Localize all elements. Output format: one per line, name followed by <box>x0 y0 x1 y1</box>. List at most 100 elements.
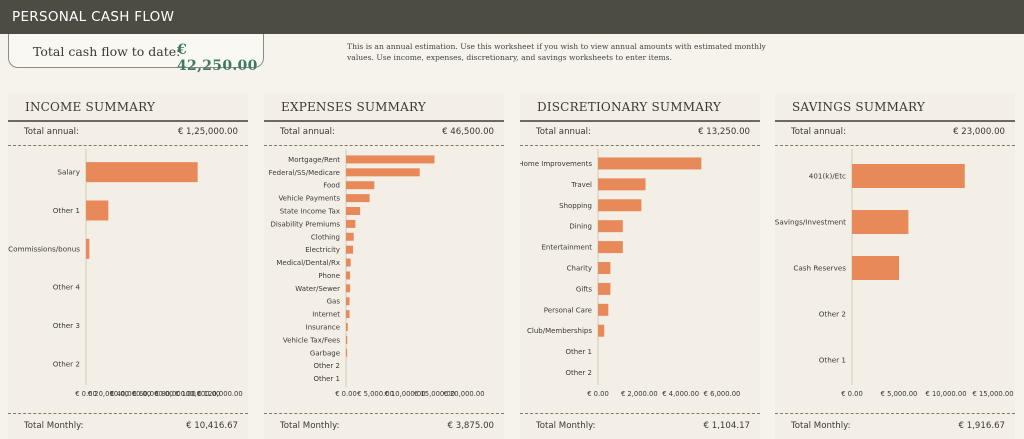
tick-label: € 15,000.00 <box>414 390 455 398</box>
category-label: Electricity <box>305 246 340 254</box>
bar <box>346 323 348 331</box>
bar <box>346 181 375 190</box>
bar <box>598 262 611 274</box>
tick-label: € 4,000.00 <box>662 390 699 398</box>
annual-label: Total annual: <box>280 127 335 137</box>
category-label: Other 1 <box>53 206 80 215</box>
bar <box>598 199 642 212</box>
divider <box>264 120 504 122</box>
category-label: Vehicle Payments <box>278 195 340 203</box>
tick-label: € 5,000.00 <box>357 390 394 398</box>
category-label: Other 2 <box>819 310 846 319</box>
category-label: Other 4 <box>53 283 81 292</box>
bar <box>852 164 965 188</box>
savings-summary-panel: SAVINGS SUMMARY Total annual: € 23,000.0… <box>775 93 1015 439</box>
category-label: Personal Care <box>544 306 592 314</box>
divider <box>520 120 760 122</box>
category-label: Clothing <box>311 233 340 241</box>
bar <box>346 245 354 254</box>
monthly-label: Total Monthly: <box>536 421 596 431</box>
monthly-value: € 3,875.00 <box>447 421 494 431</box>
bar <box>346 335 348 344</box>
panel-title: DISCRETIONARY SUMMARY <box>537 100 722 114</box>
bar <box>598 324 605 337</box>
category-label: Garbage <box>310 349 340 357</box>
bar <box>598 241 623 254</box>
tick-label: € 120,000.00 <box>197 390 242 398</box>
category-label: Other 1 <box>565 348 592 356</box>
bar <box>598 303 609 316</box>
discretionary-summary-panel: DISCRETIONARY SUMMARY Total annual: € 13… <box>520 93 760 439</box>
bar <box>346 284 351 293</box>
category-label: Food <box>323 182 340 190</box>
divider <box>775 120 1015 122</box>
annual-label: Total annual: <box>24 127 79 137</box>
tick-label: € 5,000.00 <box>881 390 918 398</box>
bar <box>346 258 351 267</box>
bar <box>346 207 361 215</box>
bar <box>852 256 899 280</box>
divider <box>775 145 1015 146</box>
category-label: Other 1 <box>313 375 340 383</box>
tick-label: € 80,000.00 <box>155 390 196 398</box>
category-label: Vehicle Tax/Fees <box>283 336 340 344</box>
bar <box>346 310 350 319</box>
tick-label: € 0.00 <box>75 390 97 398</box>
divider <box>264 413 504 414</box>
tick-label: € 20,000.00 <box>443 390 484 398</box>
bar <box>598 178 646 191</box>
income-summary-panel: INCOME SUMMARY Total annual: € 1,25,000.… <box>8 93 248 439</box>
bar <box>86 162 198 183</box>
category-label: Other 1 <box>819 356 846 365</box>
expenses-summary-panel: EXPENSES SUMMARY Total annual: € 46,500.… <box>264 93 504 439</box>
bar <box>346 219 356 228</box>
bar <box>346 168 420 177</box>
total-cash-flow-value: € 42,250.00 <box>177 42 258 74</box>
bar <box>86 238 90 259</box>
divider <box>520 413 760 414</box>
tick-label: € 100,000.00 <box>175 390 220 398</box>
total-cash-flow-label: Total cash flow to date: <box>33 44 181 59</box>
category-label: Travel <box>570 181 592 189</box>
tick-label: € 6,000.00 <box>704 390 741 398</box>
category-label: Other 2 <box>53 359 80 368</box>
discretionary-chart: Home Improvements Travel Shopping Dining Ent… <box>520 149 741 398</box>
category-label: Shopping <box>559 202 592 210</box>
monthly-value: € 10,416.67 <box>186 421 238 431</box>
category-label: Other 2 <box>565 369 592 377</box>
bar <box>346 297 350 306</box>
annual-value: € 46,500.00 <box>442 127 494 137</box>
annual-label: Total annual: <box>791 127 846 137</box>
divider <box>775 413 1015 414</box>
category-label: Entertainment <box>541 244 592 252</box>
divider <box>8 120 248 122</box>
tick-label: € 0.00 <box>841 390 863 398</box>
total-cash-flow-box: Total cash flow to date: € 42,250.00 <box>8 34 264 74</box>
bar <box>346 155 435 164</box>
category-label: Cash Reserves <box>793 264 846 273</box>
bar <box>598 157 702 170</box>
instructions-note: This is an annual estimation. Use this w… <box>347 42 766 62</box>
category-label: State Income Tax <box>280 208 340 216</box>
category-label: Other 2 <box>313 362 340 370</box>
tick-label: € 0.00 <box>587 390 609 398</box>
category-label: Federal/SS/Medicare <box>269 169 340 177</box>
tick-label: € 10,000.00 <box>384 390 425 398</box>
tick-label: € 15,000.00 <box>972 390 1013 398</box>
divider <box>264 145 504 146</box>
category-label: Disability Premiums <box>271 220 341 228</box>
tick-label: € 20,000.00 <box>88 390 129 398</box>
category-label: Gifts <box>576 285 592 293</box>
divider <box>8 413 248 414</box>
category-label: 401(k)/Etc <box>809 172 846 181</box>
bar <box>598 282 611 295</box>
tick-label: € 60,000.00 <box>132 390 173 398</box>
bar <box>346 194 370 203</box>
category-label: Gas <box>327 298 341 306</box>
bar <box>346 348 348 357</box>
tick-label: € 10,000.00 <box>925 390 966 398</box>
category-label: Other 3 <box>53 321 80 330</box>
category-label: Water/Sewer <box>295 285 340 293</box>
category-label: Home Improvements <box>520 160 592 168</box>
tick-label: € 2,000.00 <box>621 390 658 398</box>
